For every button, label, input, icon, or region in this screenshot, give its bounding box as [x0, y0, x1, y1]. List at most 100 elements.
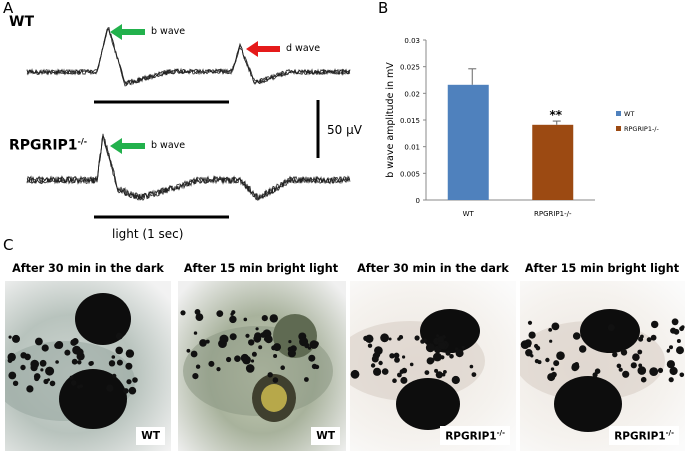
melanophore: [77, 360, 82, 365]
melanophore: [216, 310, 224, 317]
melanophore: [309, 340, 319, 349]
melanophore: [443, 370, 447, 374]
melanophore: [426, 357, 434, 365]
y-tick-label: 0.02: [404, 90, 420, 98]
melanophore: [607, 324, 615, 332]
erg-traces: [26, 24, 351, 219]
melanophore: [125, 362, 133, 370]
wt-trace-line: [26, 27, 351, 86]
mutant-b-wave-label: b wave: [151, 140, 186, 151]
panel-b-letter: B: [378, 0, 389, 17]
melanophore: [71, 358, 78, 365]
wt-b-wave-label: b wave: [151, 26, 186, 37]
x-tick-label: RPGRIP1-/-: [534, 210, 572, 218]
melanophore: [409, 362, 414, 367]
y-tick-label: 0.025: [400, 64, 420, 72]
photo-1-genotype-label: WT: [136, 427, 165, 445]
photo-2-title: After 15 min bright light: [183, 262, 339, 275]
melanophore: [637, 349, 643, 355]
melanophore: [20, 364, 26, 371]
y-tick-label: 0.005: [400, 170, 420, 178]
melanophore: [288, 349, 295, 356]
mutant-erg-trace: [26, 133, 351, 202]
melanophore: [245, 364, 255, 373]
melanophore: [248, 339, 255, 346]
melanophore: [219, 334, 229, 344]
melanophore: [123, 388, 129, 394]
melanophore: [180, 310, 186, 316]
melanophore: [630, 362, 637, 369]
melanophore: [304, 342, 310, 349]
melanophore: [226, 356, 232, 363]
melanophore: [371, 355, 379, 363]
melanophore: [388, 337, 392, 341]
melanophore: [530, 354, 534, 358]
melanophore: [461, 345, 465, 350]
melanophore: [434, 368, 439, 373]
melanophore: [269, 314, 278, 323]
panel-a-letter: A: [3, 0, 14, 17]
bar-1: [447, 84, 489, 200]
melanophore: [469, 364, 474, 369]
melanophore: [186, 348, 191, 353]
mutant-trace-label-sup: -/-: [77, 137, 88, 146]
melanophore: [280, 365, 285, 370]
melanophore: [547, 373, 556, 382]
y-axis-title: b wave amplitude in mV: [385, 62, 396, 178]
melanophore: [549, 339, 553, 343]
mutant-trace-label: RPGRIP1-/-: [9, 137, 87, 154]
bar-2: [532, 124, 574, 200]
melanophore: [350, 369, 360, 379]
melanophore: [380, 333, 389, 343]
legend-swatch: [616, 126, 621, 131]
melanophore: [7, 352, 16, 362]
melanophore: [367, 343, 373, 348]
melanophore: [195, 364, 201, 369]
melanophore: [649, 367, 659, 376]
melanophore: [70, 339, 78, 346]
melanophore: [436, 334, 440, 338]
melanophore: [12, 334, 20, 343]
melanophore: [250, 359, 255, 363]
melanophore: [190, 350, 198, 358]
melanophore: [42, 346, 48, 352]
melanophore: [420, 339, 425, 344]
melanophore: [40, 368, 44, 372]
photo-4-label-text: RPGRIP1: [614, 430, 666, 442]
melanophore: [79, 384, 84, 388]
melanophore: [571, 364, 579, 372]
melanophore: [255, 327, 259, 331]
d-wave-arrow: [246, 41, 280, 57]
scale-bar-label: 50 μV: [327, 123, 362, 137]
melanophore: [8, 335, 12, 339]
y-tick-label: 0.03: [404, 37, 420, 45]
melanophore: [308, 354, 316, 362]
photo-mutant-light: RPGRIP1-/-: [520, 281, 685, 451]
melanophore: [126, 349, 131, 354]
melanophore: [414, 335, 420, 341]
melanophore: [438, 341, 447, 350]
melanophore: [199, 339, 207, 347]
mutant-b-wave-arrow: [110, 138, 145, 154]
wt-trace-line: [26, 26, 351, 87]
melanophore: [572, 332, 581, 340]
melanophore: [548, 328, 553, 332]
melanophore: [373, 367, 382, 376]
melanophore: [449, 354, 454, 359]
photo-3-genotype-label: RPGRIP1-/-: [440, 425, 510, 445]
melanophore: [288, 340, 292, 344]
melanophore: [69, 375, 74, 380]
melanophore: [400, 376, 408, 384]
melanophore: [527, 320, 533, 325]
photo-wt-light: WT: [178, 281, 346, 451]
melanophore: [455, 349, 464, 358]
melanophore: [55, 360, 59, 364]
melanophore: [208, 360, 215, 367]
melanophore: [55, 341, 64, 349]
melanophore: [618, 367, 623, 372]
melanophore: [128, 386, 137, 395]
legend-swatch: [616, 111, 621, 116]
melanophore: [535, 345, 541, 351]
larva-mutant-light-image: [520, 309, 685, 432]
photo-1-title: After 30 min in the dark: [12, 262, 164, 275]
